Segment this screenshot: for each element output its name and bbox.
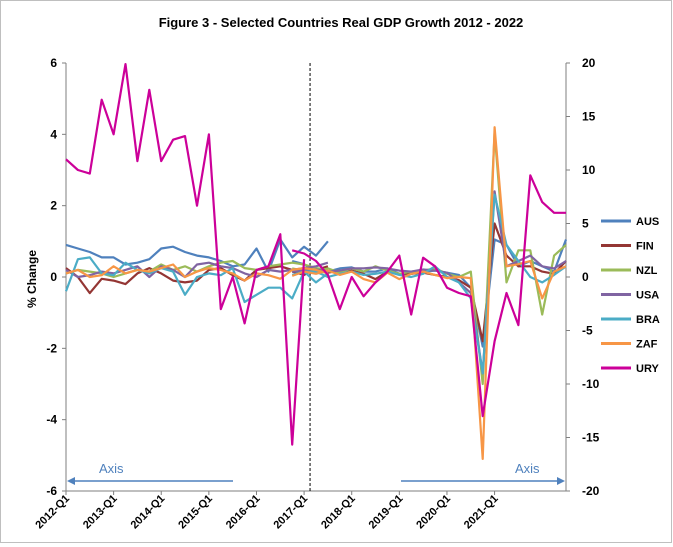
right-axis-tick-label: 20: [582, 56, 596, 70]
legend-ury-label: URY: [636, 363, 659, 375]
series-ury-left-line: [65, 62, 306, 446]
x-axis-tick-label: 2019-Q1: [367, 493, 406, 532]
x-axis-tick-label: 2018-Q1: [319, 493, 358, 532]
chart-title: Figure 3 - Selected Countries Real GDP G…: [159, 15, 524, 30]
right-axis-arrow-label: Axis: [515, 461, 540, 476]
x-axis-tick-label: 2021-Q1: [462, 493, 501, 532]
series-usa-left-line: [65, 261, 329, 279]
x-axis-tick-label: 2020-Q1: [414, 493, 453, 532]
left-axis-tick-label: -4: [46, 413, 57, 427]
right-axis-tick-label: -5: [582, 324, 593, 338]
legend-aus-label: AUS: [636, 216, 659, 228]
y-axis-title: % Change: [25, 250, 39, 308]
legend-fin-label: FIN: [636, 241, 654, 253]
x-axis-tick-label: 2013-Q1: [81, 493, 120, 532]
left-axis-tick-label: 2: [50, 199, 57, 213]
series-usa-right-line: [292, 190, 567, 375]
left-axis-tick-label: 0: [50, 270, 57, 284]
x-axis-tick-label: 2015-Q1: [176, 493, 215, 532]
legend-usa-label: USA: [636, 290, 659, 302]
x-axis-tick-label: 2014-Q1: [129, 493, 168, 532]
series-fin-left-line: [65, 265, 329, 295]
right-axis-tick-label: 10: [582, 163, 596, 177]
left-axis-tick-label: -6: [46, 484, 57, 498]
right-axis-tick-label: 5: [582, 217, 589, 231]
right-axis-arrow: [401, 477, 565, 485]
left-axis-arrow: [67, 477, 233, 485]
left-axis-tick-label: 4: [50, 127, 57, 141]
right-axis-tick-label: 15: [582, 110, 596, 124]
left-axis-arrow-label: Axis: [99, 461, 124, 476]
series-zaf-left-line: [65, 263, 329, 282]
right-axis-tick-label: 0: [582, 270, 589, 284]
x-axis-tick-label: 2016-Q1: [224, 493, 263, 532]
right-axis-tick-label: -15: [582, 431, 600, 445]
series-bra-right-line: [291, 193, 567, 375]
left-axis-tick-label: 6: [50, 56, 57, 70]
x-axis-tick-label: 2012-Q1: [33, 493, 72, 532]
x-axis-tick-label: 2017-Q1: [271, 493, 310, 532]
series-ury-right-line: [291, 174, 566, 418]
legend-bra-label: BRA: [636, 314, 660, 326]
left-axis-tick-label: -2: [46, 341, 57, 355]
right-axis-tick-label: -20: [582, 484, 600, 498]
legend-zaf-label: ZAF: [636, 339, 658, 351]
series-aus-left-line: [65, 238, 329, 273]
legend-nzl-label: NZL: [636, 265, 658, 277]
series-zaf-right-line: [291, 126, 567, 460]
right-axis-tick-label: -10: [582, 377, 600, 391]
